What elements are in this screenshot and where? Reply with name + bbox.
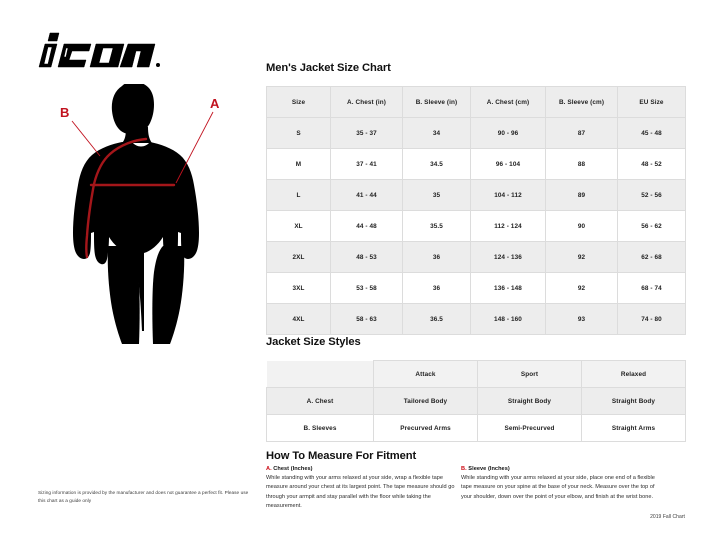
cell-eu-size: 45 - 48: [617, 117, 686, 149]
measure-instruction-chest: A. Chest (Inches) While standing with yo…: [266, 466, 462, 512]
cell-eu-size: 68 - 74: [617, 272, 686, 304]
styles-column-header-relaxed: Relaxed: [581, 360, 686, 388]
table-row: 3XL 53 - 58 36 136 - 148 92 68 - 74: [266, 272, 686, 304]
measure-letter-a: A.: [266, 466, 272, 472]
cell-eu-size: 52 - 56: [617, 179, 686, 211]
table-row: A. Chest Tailored Body Straight Body Str…: [266, 387, 686, 415]
styles-cell-sport: Semi-Precurved: [477, 414, 582, 442]
cell-chest-in: 41 - 44: [330, 179, 403, 211]
cell-eu-size: 62 - 68: [617, 241, 686, 273]
figure-label-b: B: [60, 105, 69, 120]
measure-heading-text-chest: Chest (Inches): [271, 466, 313, 472]
cell-chest-in: 35 - 37: [330, 117, 403, 149]
column-header-sleeve-cm: B. Sleeve (cm): [545, 86, 618, 118]
cell-sleeve-in: 35: [402, 179, 471, 211]
icon-brand-logo: [33, 28, 163, 70]
styles-cell-sport: Straight Body: [477, 387, 582, 415]
cell-size: 4XL: [266, 303, 331, 335]
size-chart-title: Men's Jacket Size Chart: [266, 62, 391, 74]
measure-heading-sleeve: B. Sleeve (Inches): [461, 466, 657, 472]
cell-sleeve-in: 34: [402, 117, 471, 149]
table-header-row: Size A. Chest (in) B. Sleeve (in) A. Che…: [266, 86, 686, 118]
column-header-chest-cm: A. Chest (cm): [470, 86, 546, 118]
styles-column-header-attack: Attack: [373, 360, 478, 388]
table-row: 2XL 48 - 53 36 124 - 136 92 62 - 68: [266, 241, 686, 273]
cell-sleeve-in: 36.5: [402, 303, 471, 335]
how-to-measure-title: How To Measure For Fitment: [266, 450, 417, 462]
size-styles-title: Jacket Size Styles: [266, 336, 361, 348]
chart-edition-label: 2019 Fall Chart: [650, 514, 685, 520]
cell-chest-cm: 104 - 112: [470, 179, 546, 211]
measure-text-sleeve: While standing with your arms relaxed at…: [461, 474, 655, 500]
cell-chest-cm: 90 - 96: [470, 117, 546, 149]
cell-size: XL: [266, 210, 331, 242]
column-header-sleeve-in: B. Sleeve (in): [402, 86, 471, 118]
cell-sleeve-in: 35.5: [402, 210, 471, 242]
styles-header-row: Attack Sport Relaxed: [266, 360, 686, 388]
cell-size: M: [266, 148, 331, 180]
cell-chest-in: 53 - 58: [330, 272, 403, 304]
cell-size: S: [266, 117, 331, 149]
cell-sleeve-cm: 88: [545, 148, 618, 180]
cell-chest-cm: 112 - 124: [470, 210, 546, 242]
column-header-eu-size: EU Size: [617, 86, 686, 118]
table-row: 4XL 58 - 63 36.5 148 - 160 93 74 - 80: [266, 303, 686, 335]
styles-corner-cell: [266, 360, 374, 388]
styles-row-label: B. Sleeves: [266, 414, 374, 442]
cell-chest-cm: 136 - 148: [470, 272, 546, 304]
cell-size: L: [266, 179, 331, 211]
leader-lines: [71, 111, 214, 184]
styles-cell-relaxed: Straight Arms: [581, 414, 686, 442]
measure-text-chest: While standing with your arms relaxed at…: [266, 474, 455, 510]
cell-sleeve-cm: 89: [545, 179, 618, 211]
cell-chest-in: 58 - 63: [330, 303, 403, 335]
cell-sleeve-in: 36: [402, 241, 471, 273]
cell-sleeve-in: 36: [402, 272, 471, 304]
cell-sleeve-cm: 93: [545, 303, 618, 335]
cell-size: 2XL: [266, 241, 331, 273]
cell-chest-cm: 124 - 136: [470, 241, 546, 273]
cell-chest-in: 48 - 53: [330, 241, 403, 273]
leader-line-a: [175, 111, 214, 184]
styles-column-header-sport: Sport: [477, 360, 582, 388]
cell-eu-size: 48 - 52: [617, 148, 686, 180]
column-header-size: Size: [266, 86, 331, 118]
column-header-chest-in: A. Chest (in): [330, 86, 403, 118]
cell-eu-size: 56 - 62: [617, 210, 686, 242]
measure-instruction-sleeve: B. Sleeve (Inches) While standing with y…: [461, 466, 657, 502]
body-measurement-figure: B A: [46, 84, 246, 349]
mens-jacket-size-table: Size A. Chest (in) B. Sleeve (in) A. Che…: [266, 86, 686, 335]
table-row: B. Sleeves Precurved Arms Semi-Precurved…: [266, 414, 686, 442]
figure-label-a: A: [210, 96, 220, 111]
cell-sleeve-cm: 92: [545, 241, 618, 273]
styles-cell-attack: Tailored Body: [373, 387, 478, 415]
right-panel: Men's Jacket Size Chart Size A. Chest (i…: [255, 0, 720, 540]
cell-sleeve-cm: 90: [545, 210, 618, 242]
leader-line-b: [71, 120, 101, 157]
cell-sleeve-cm: 92: [545, 272, 618, 304]
table-row: XL 44 - 48 35.5 112 - 124 90 56 - 62: [266, 210, 686, 242]
cell-chest-cm: 148 - 160: [470, 303, 546, 335]
sizing-disclaimer: Sizing information is provided by the ma…: [38, 490, 249, 503]
table-row: L 41 - 44 35 104 - 112 89 52 - 56: [266, 179, 686, 211]
left-panel: B A Sizing information is provided by th…: [0, 0, 255, 540]
cell-sleeve-cm: 87: [545, 117, 618, 149]
cell-eu-size: 74 - 80: [617, 303, 686, 335]
measure-heading-text-sleeve: Sleeve (Inches): [466, 466, 510, 472]
styles-cell-relaxed: Straight Body: [581, 387, 686, 415]
cell-size: 3XL: [266, 272, 331, 304]
measure-heading-chest: A. Chest (Inches): [266, 466, 462, 472]
cell-chest-in: 37 - 41: [330, 148, 403, 180]
jacket-size-styles-table: Attack Sport Relaxed A. Chest Tailored B…: [266, 360, 686, 442]
male-silhouette: [73, 84, 199, 344]
table-row: S 35 - 37 34 90 - 96 87 45 - 48: [266, 117, 686, 149]
cell-sleeve-in: 34.5: [402, 148, 471, 180]
measurement-lines: [85, 137, 176, 259]
styles-cell-attack: Precurved Arms: [373, 414, 478, 442]
styles-row-label: A. Chest: [266, 387, 374, 415]
cell-chest-in: 44 - 48: [330, 210, 403, 242]
measure-letter-b: B.: [461, 466, 467, 472]
cell-chest-cm: 96 - 104: [470, 148, 546, 180]
table-row: M 37 - 41 34.5 96 - 104 88 48 - 52: [266, 148, 686, 180]
